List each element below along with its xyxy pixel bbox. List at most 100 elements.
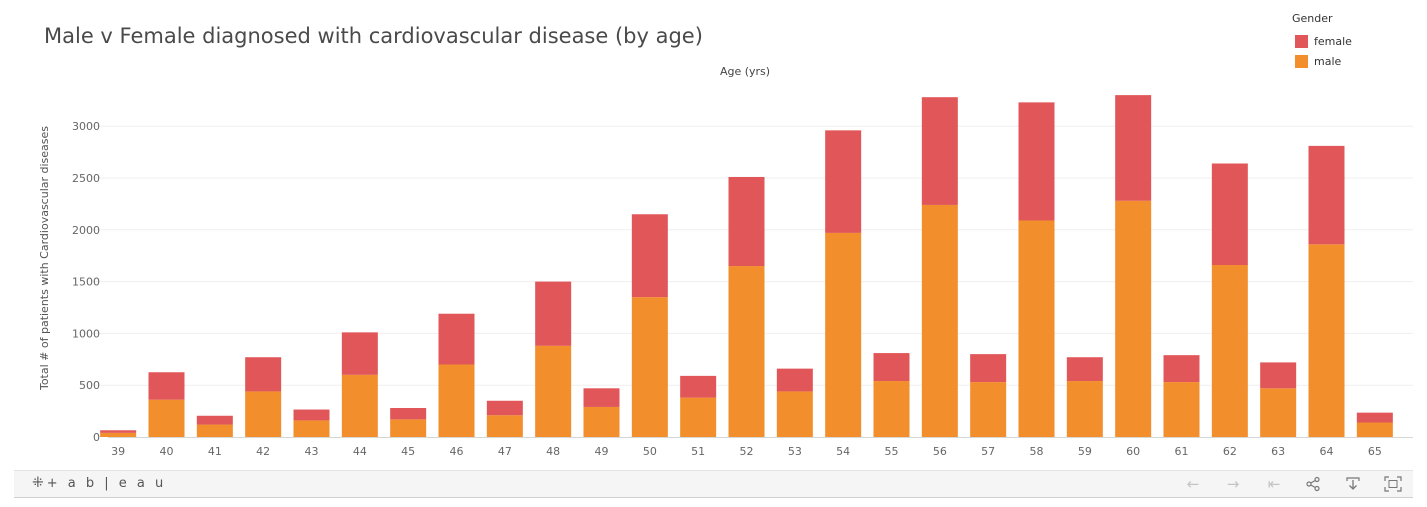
x-tick-label: 51 xyxy=(691,445,705,458)
toolbar: ⁜ + a b | e a u ← → ⇤ xyxy=(14,470,1413,498)
x-tick-label: 47 xyxy=(498,445,512,458)
bar-male-49 xyxy=(583,406,620,437)
viz-area: Male v Female diagnosed with cardiovascu… xyxy=(14,0,1413,470)
bar-male-51 xyxy=(680,397,717,437)
bar-female-39 xyxy=(100,430,137,433)
y-tick-label: 1000 xyxy=(72,327,100,340)
x-axis-ticks: 39 40 41 42 43 44 45 46 47 48 49 50 51 52 53 54 55 56 57 58… xyxy=(111,445,1382,458)
share-glyph xyxy=(1306,476,1320,492)
x-tick-label: 41 xyxy=(208,445,222,458)
x-tick-label: 50 xyxy=(643,445,657,458)
fullscreen-glyph xyxy=(1384,476,1402,492)
legend-label-male: male xyxy=(1314,54,1342,68)
x-tick-label: 60 xyxy=(1126,445,1140,458)
x-tick-label: 49 xyxy=(595,445,609,458)
legend-label-female: female xyxy=(1314,34,1352,48)
bar-male-60 xyxy=(1115,200,1152,437)
undo-icon[interactable]: ← xyxy=(1186,475,1200,493)
bar-male-53 xyxy=(776,391,813,437)
bar-female-61 xyxy=(1163,355,1200,383)
bar-female-58 xyxy=(1018,102,1055,221)
bar-female-54 xyxy=(825,130,862,233)
bar-female-47 xyxy=(486,400,523,416)
x-tick-label: 64 xyxy=(1320,445,1334,458)
x-tick-label: 61 xyxy=(1175,445,1189,458)
bar-male-44 xyxy=(341,374,378,437)
bar-male-54 xyxy=(825,232,862,437)
bar-male-62 xyxy=(1211,265,1248,437)
bar-male-61 xyxy=(1163,382,1200,437)
bar-male-48 xyxy=(535,345,572,437)
bar-male-45 xyxy=(390,419,427,437)
revert-icon[interactable]: ⇤ xyxy=(1267,475,1281,493)
legend-item-female[interactable]: female xyxy=(1292,31,1352,51)
bar-female-51 xyxy=(680,375,717,398)
x-tick-label: 42 xyxy=(256,445,270,458)
y-tick-label: 500 xyxy=(79,379,100,392)
bar-female-41 xyxy=(196,415,233,425)
bar-male-47 xyxy=(486,415,523,437)
bar-male-50 xyxy=(631,297,668,437)
x-tick-label: 52 xyxy=(740,445,754,458)
fullscreen-icon[interactable] xyxy=(1382,474,1404,494)
bar-male-52 xyxy=(728,266,765,437)
bar-female-63 xyxy=(1260,362,1297,389)
bar-female-65 xyxy=(1356,412,1393,423)
legend-item-male[interactable]: male xyxy=(1292,51,1352,71)
x-tick-label: 59 xyxy=(1078,445,1092,458)
tableau-logo-icon: ⁜ xyxy=(32,475,44,491)
x-tick-label: 55 xyxy=(885,445,899,458)
bar-female-52 xyxy=(728,176,765,267)
share-icon[interactable] xyxy=(1302,474,1324,494)
x-tick-label: 46 xyxy=(450,445,464,458)
bar-female-50 xyxy=(631,214,668,298)
bar-female-42 xyxy=(245,357,282,392)
legend-title: Gender xyxy=(1292,12,1333,25)
bars xyxy=(100,95,1393,437)
bar-male-40 xyxy=(148,399,185,437)
bar-male-58 xyxy=(1018,220,1055,437)
x-axis-title: Age (yrs) xyxy=(720,65,770,78)
x-tick-label: 62 xyxy=(1223,445,1237,458)
x-tick-label: 54 xyxy=(836,445,850,458)
tableau-logo[interactable]: ⁜ + a b | e a u xyxy=(32,475,166,491)
x-tick-label: 58 xyxy=(1030,445,1044,458)
legend-swatch-female xyxy=(1295,34,1308,48)
chart-title: Male v Female diagnosed with cardiovascu… xyxy=(44,24,703,48)
bar-female-59 xyxy=(1066,357,1103,382)
bar-male-56 xyxy=(921,204,958,437)
bar-female-56 xyxy=(921,97,958,205)
bar-female-49 xyxy=(583,388,620,407)
download-icon[interactable] xyxy=(1342,474,1364,494)
bar-female-43 xyxy=(293,409,330,421)
bar-male-39 xyxy=(100,432,137,437)
y-tick-label: 1500 xyxy=(72,276,100,289)
x-tick-label: 48 xyxy=(546,445,560,458)
bar-male-63 xyxy=(1260,388,1297,437)
y-tick-label: 2500 xyxy=(72,172,100,185)
redo-icon[interactable]: → xyxy=(1226,475,1240,493)
y-tick-label: 2000 xyxy=(72,224,100,237)
y-tick-label: 3000 xyxy=(72,120,100,133)
y-axis-ticks: 0 500 1000 1500 2000 2500 3000 xyxy=(72,120,100,444)
tableau-logo-text: + a b | e a u xyxy=(46,475,167,491)
x-tick-label: 57 xyxy=(981,445,995,458)
bar-female-44 xyxy=(341,332,378,375)
bar-female-57 xyxy=(970,354,1007,383)
bar-male-55 xyxy=(873,381,910,437)
download-glyph xyxy=(1346,477,1360,490)
bar-female-60 xyxy=(1115,95,1152,201)
x-tick-label: 40 xyxy=(160,445,174,458)
chart: 0 500 1000 1500 2000 2500 3000 39 40 41 42 43 44 45 4… xyxy=(38,65,1413,458)
x-tick-label: 39 xyxy=(111,445,125,458)
x-tick-label: 65 xyxy=(1368,445,1382,458)
bar-male-65 xyxy=(1356,422,1393,437)
x-tick-label: 56 xyxy=(933,445,947,458)
legend-swatch-male xyxy=(1295,54,1308,68)
bar-male-41 xyxy=(196,424,233,437)
x-tick-label: 44 xyxy=(353,445,367,458)
bar-male-42 xyxy=(245,391,282,437)
bar-male-64 xyxy=(1308,244,1345,437)
bar-female-40 xyxy=(148,372,185,400)
bar-female-55 xyxy=(873,353,910,382)
